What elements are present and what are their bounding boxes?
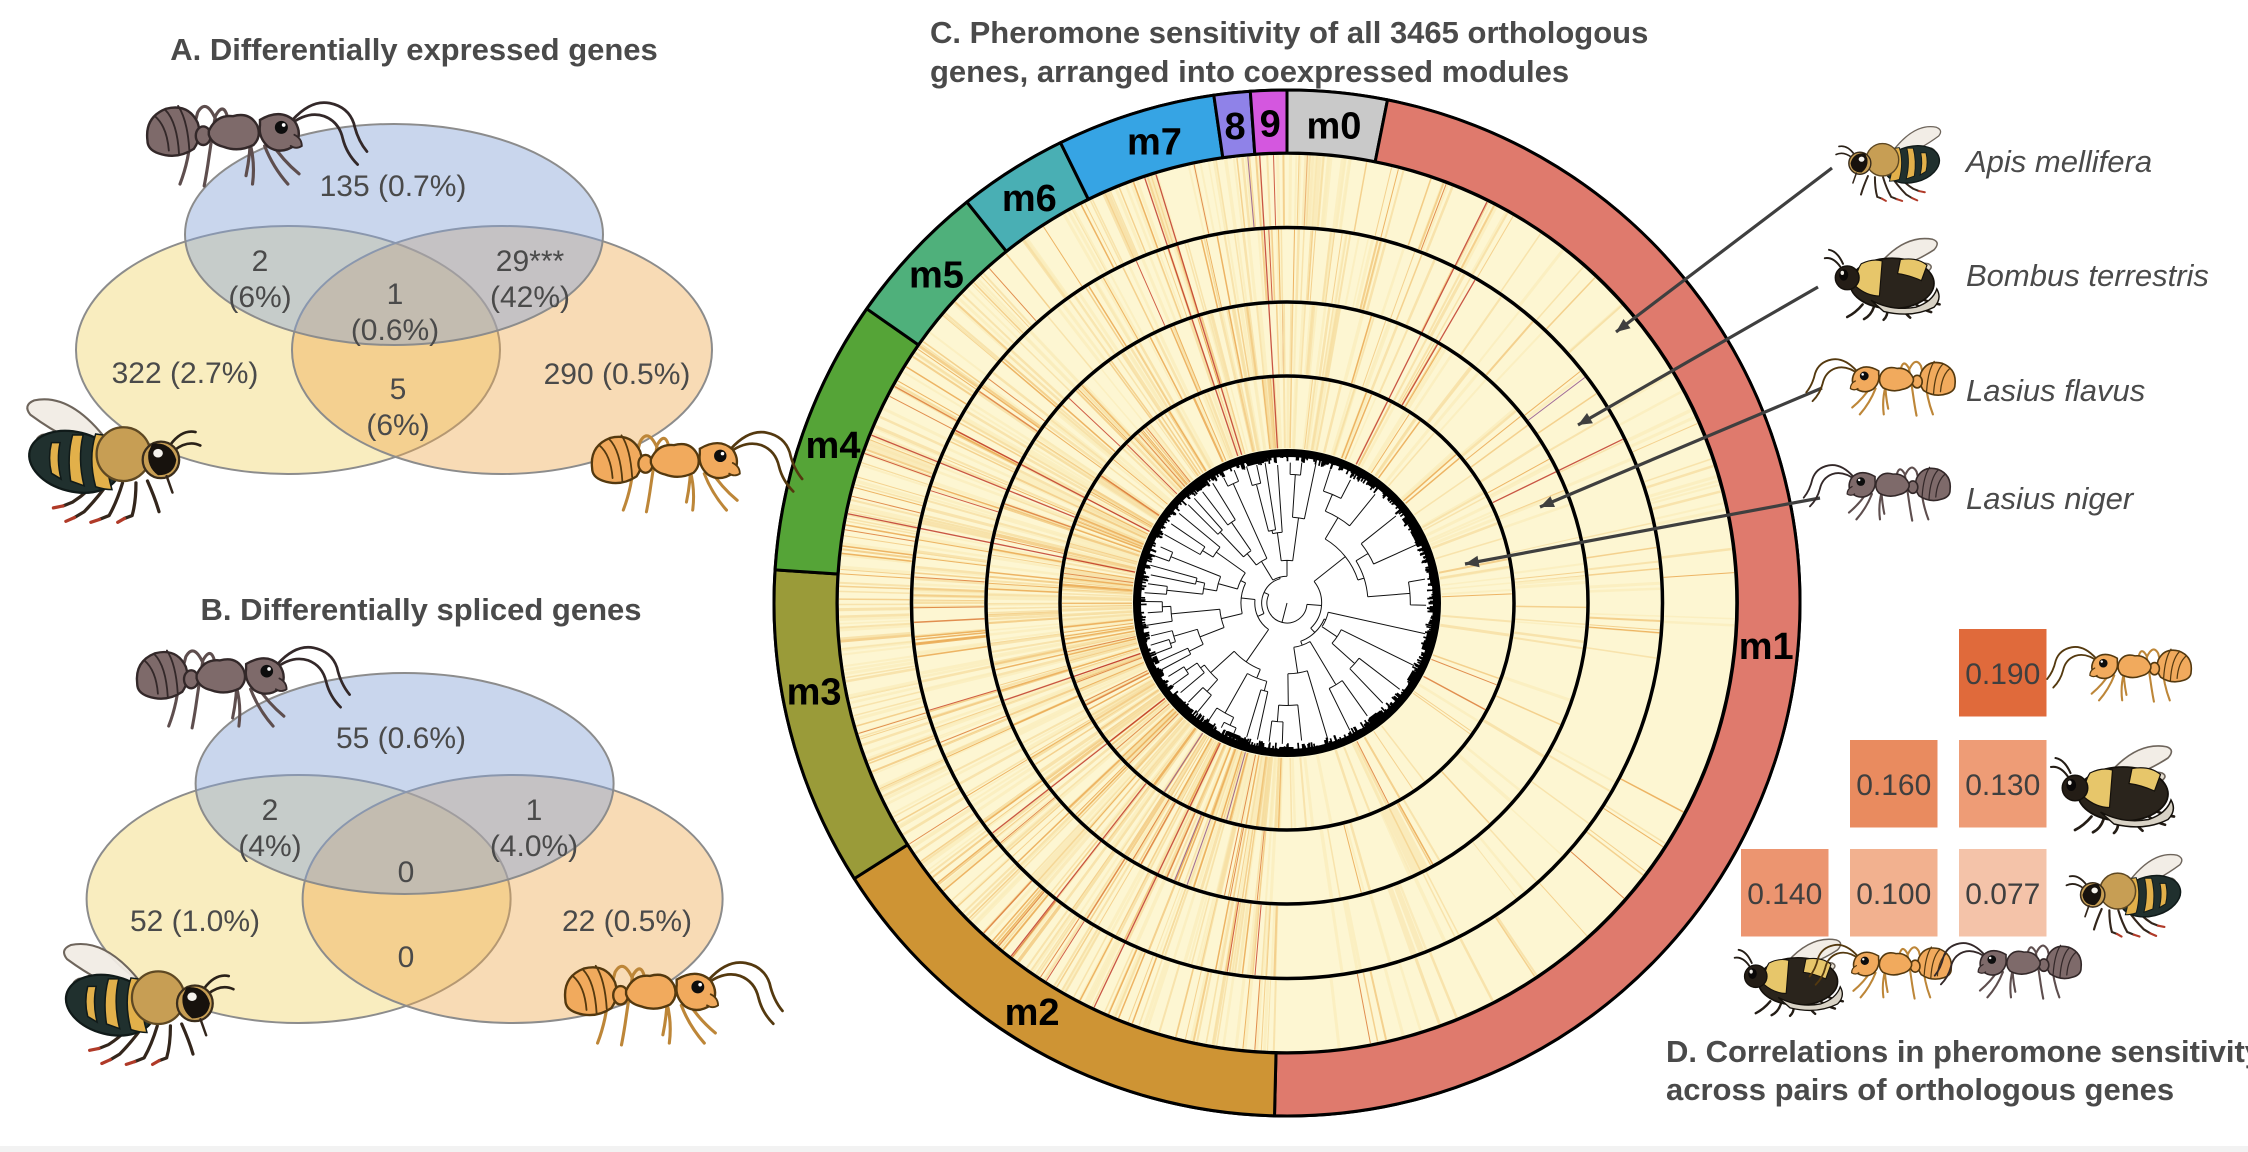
svg-text:0.190: 0.190 bbox=[1965, 658, 2040, 691]
svg-text:322 (2.7%): 322 (2.7%) bbox=[112, 357, 259, 390]
svg-text:Apis mellifera: Apis mellifera bbox=[1964, 144, 2152, 179]
svg-text:m1: m1 bbox=[1739, 626, 1794, 668]
svg-text:29***: 29*** bbox=[496, 245, 565, 278]
svg-text:(42%): (42%) bbox=[490, 281, 570, 314]
svg-text:5: 5 bbox=[390, 373, 407, 406]
svg-text:290 (0.5%): 290 (0.5%) bbox=[544, 358, 691, 391]
svg-text:(6%): (6%) bbox=[228, 281, 291, 314]
svg-text:0.160: 0.160 bbox=[1856, 769, 1931, 802]
svg-text:D. Correlations in pheromone s: D. Correlations in pheromone sensitivity bbox=[1666, 1034, 2248, 1069]
svg-text:0.100: 0.100 bbox=[1856, 878, 1931, 911]
svg-text:m3: m3 bbox=[787, 672, 842, 714]
svg-text:genes, arranged into coexpress: genes, arranged into coexpressed modules bbox=[930, 54, 1569, 89]
svg-text:Lasius flavus: Lasius flavus bbox=[1966, 373, 2145, 408]
svg-text:2: 2 bbox=[262, 794, 279, 827]
svg-text:across pairs of orthologous ge: across pairs of orthologous genes bbox=[1666, 1072, 2174, 1107]
svg-text:2: 2 bbox=[252, 245, 269, 278]
svg-text:(4%): (4%) bbox=[238, 830, 301, 863]
svg-text:Bombus terrestris: Bombus terrestris bbox=[1966, 258, 2209, 293]
svg-text:1: 1 bbox=[526, 794, 543, 827]
svg-text:Lasius niger: Lasius niger bbox=[1966, 481, 2135, 516]
svg-text:m6: m6 bbox=[1002, 178, 1057, 220]
svg-text:m2: m2 bbox=[1005, 992, 1060, 1034]
svg-text:0.140: 0.140 bbox=[1747, 878, 1822, 911]
svg-text:C. Pheromone sensitivity of al: C. Pheromone sensitivity of all 3465 ort… bbox=[930, 15, 1648, 50]
svg-text:A. Differentially expressed ge: A. Differentially expressed genes bbox=[170, 32, 658, 67]
svg-text:m5: m5 bbox=[909, 255, 964, 297]
svg-text:55 (0.6%): 55 (0.6%) bbox=[336, 722, 466, 755]
svg-text:0.077: 0.077 bbox=[1965, 878, 2040, 911]
svg-text:9: 9 bbox=[1260, 103, 1281, 145]
svg-text:B. Differentially spliced gene: B. Differentially spliced genes bbox=[200, 592, 641, 627]
svg-text:(6%): (6%) bbox=[366, 409, 429, 442]
svg-text:52 (1.0%): 52 (1.0%) bbox=[130, 905, 260, 938]
svg-text:1: 1 bbox=[387, 278, 404, 311]
svg-text:8: 8 bbox=[1225, 106, 1246, 148]
svg-text:22 (0.5%): 22 (0.5%) bbox=[562, 905, 692, 938]
svg-text:0: 0 bbox=[398, 941, 415, 974]
svg-text:m0: m0 bbox=[1306, 105, 1361, 147]
svg-text:0.130: 0.130 bbox=[1965, 769, 2040, 802]
svg-text:(4.0%): (4.0%) bbox=[490, 830, 578, 863]
svg-text:0: 0 bbox=[398, 856, 415, 889]
svg-text:m7: m7 bbox=[1127, 122, 1182, 164]
svg-text:135 (0.7%): 135 (0.7%) bbox=[320, 170, 467, 203]
svg-text:(0.6%): (0.6%) bbox=[351, 314, 439, 347]
svg-text:m4: m4 bbox=[806, 425, 861, 467]
